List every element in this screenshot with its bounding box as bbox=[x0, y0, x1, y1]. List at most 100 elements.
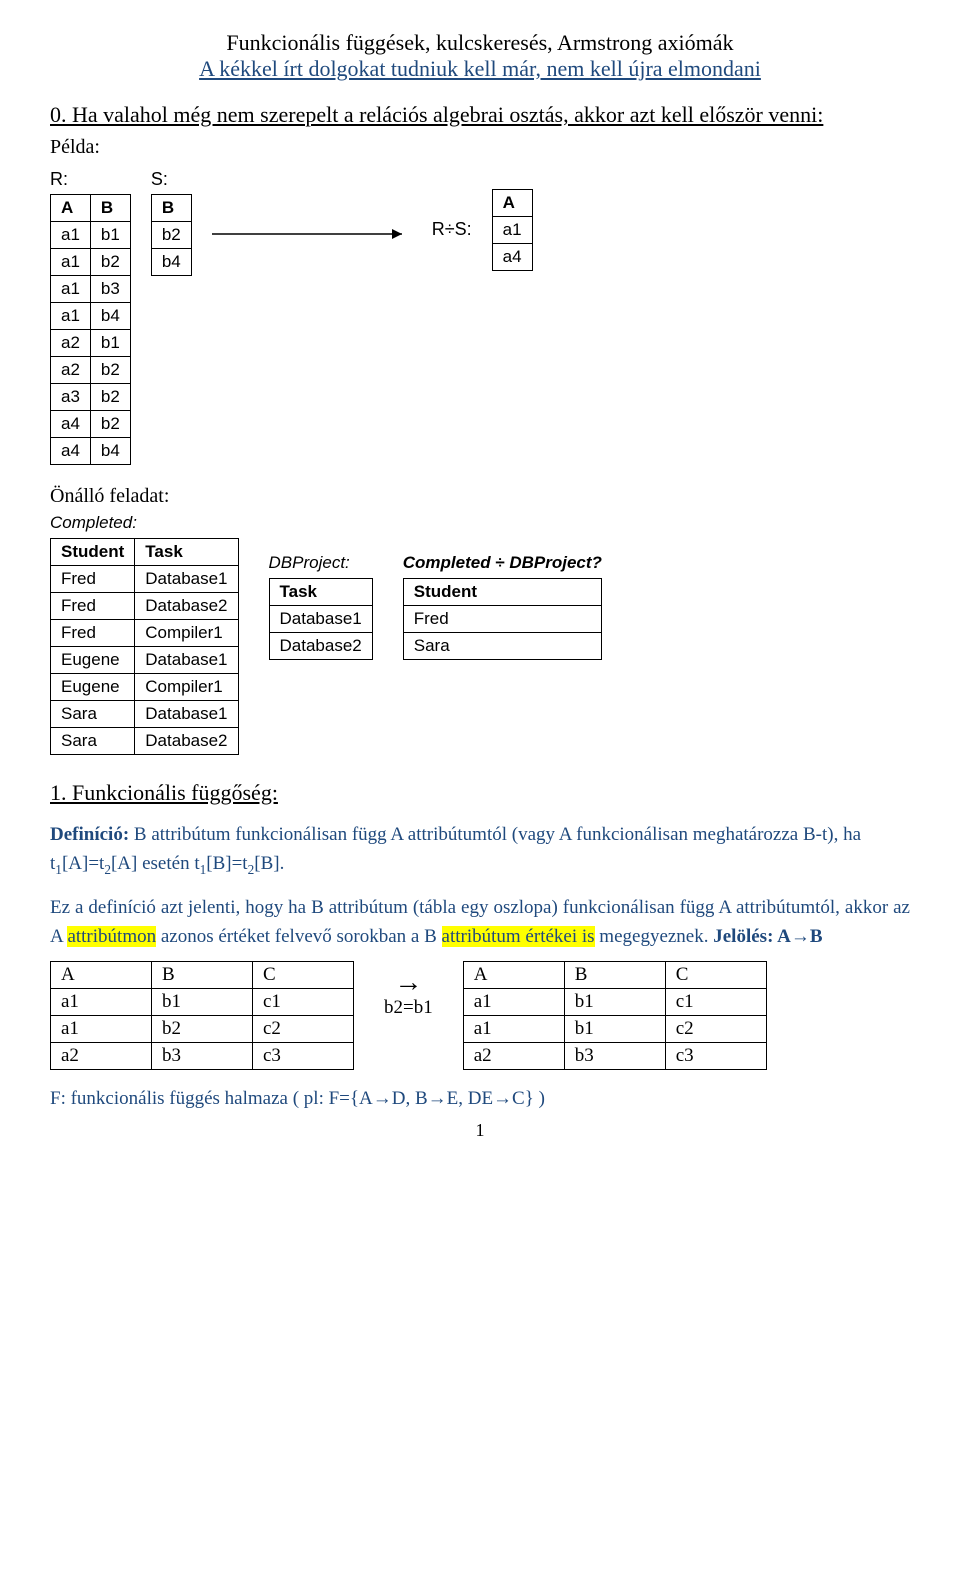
label-dbproject: DBProject: bbox=[269, 553, 373, 573]
td: a1 bbox=[463, 1016, 564, 1043]
td: Eugene bbox=[51, 647, 135, 674]
td: b1 bbox=[90, 330, 130, 357]
th: Task bbox=[135, 539, 238, 566]
td: Fred bbox=[51, 593, 135, 620]
highlight-2: attribútum értékei is bbox=[442, 926, 595, 947]
th: Student bbox=[51, 539, 135, 566]
definition-text: Definíció: B attribútum funkcionálisan f… bbox=[50, 821, 910, 879]
col-s: S: B b2 b4 bbox=[151, 169, 192, 276]
title-line-1: Funkcionális függések, kulcskeresés, Arm… bbox=[50, 30, 910, 56]
td: c2 bbox=[253, 1016, 354, 1043]
td: b4 bbox=[90, 303, 130, 330]
td: c1 bbox=[665, 989, 766, 1016]
th: A bbox=[51, 962, 152, 989]
jelloles: Jelölés: A→B bbox=[713, 926, 822, 947]
exp-p3: megegyeznek. bbox=[595, 926, 714, 947]
td: a1 bbox=[51, 222, 91, 249]
td: b4 bbox=[151, 249, 191, 276]
td: a1 bbox=[492, 217, 532, 244]
td: Database2 bbox=[135, 728, 238, 755]
footer-line: F: funkcionális függés halmaza ( pl: F={… bbox=[50, 1088, 910, 1110]
def-t2: [A]=t bbox=[62, 853, 104, 874]
td: c3 bbox=[665, 1043, 766, 1070]
label-onallo: Önálló feladat: bbox=[50, 485, 910, 508]
td: b3 bbox=[152, 1043, 253, 1070]
td: Database2 bbox=[269, 633, 372, 660]
td: Sara bbox=[51, 701, 135, 728]
col-r: R: AB a1b1 a1b2 a1b3 a1b4 a2b1 a2b2 a3b2… bbox=[50, 169, 131, 465]
td: c3 bbox=[253, 1043, 354, 1070]
td: a4 bbox=[492, 244, 532, 271]
th: A bbox=[492, 190, 532, 217]
td: Database1 bbox=[269, 606, 372, 633]
heading-one: 1. Funkcionális függőség: bbox=[50, 780, 910, 806]
th: B bbox=[90, 195, 130, 222]
td: a1 bbox=[51, 276, 91, 303]
td: b3 bbox=[564, 1043, 665, 1070]
td: a2 bbox=[51, 1043, 152, 1070]
th: B bbox=[152, 962, 253, 989]
td: a1 bbox=[463, 989, 564, 1016]
td: Sara bbox=[403, 633, 601, 660]
th: Task bbox=[269, 579, 372, 606]
completed-row: Completed: StudentTask FredDatabase1 Fre… bbox=[50, 513, 910, 755]
td: b4 bbox=[90, 438, 130, 465]
highlight-1: attribútmon bbox=[67, 926, 156, 947]
td: a4 bbox=[51, 438, 91, 465]
table-s: B b2 b4 bbox=[151, 194, 192, 276]
td: a1 bbox=[51, 1016, 152, 1043]
td: b1 bbox=[90, 222, 130, 249]
td: a2 bbox=[51, 330, 91, 357]
comparison-row: ABC a1b1c1 a1b2c2 a2b3c3 → b2=b1 ABC a1b… bbox=[50, 961, 910, 1070]
label-completed: Completed: bbox=[50, 513, 239, 533]
th: C bbox=[665, 962, 766, 989]
td: b2 bbox=[90, 411, 130, 438]
arrow-icon: → bbox=[394, 969, 422, 997]
th: Student bbox=[403, 579, 601, 606]
exp-p2: azonos értéket felvevő sorokban a B bbox=[156, 926, 441, 947]
label-resultlabel: Completed ÷ DBProject? bbox=[403, 553, 602, 573]
table-dbproject: Task Database1 Database2 bbox=[269, 578, 373, 660]
table-r: AB a1b1 a1b2 a1b3 a1b4 a2b1 a2b2 a3b2 a4… bbox=[50, 194, 131, 465]
title-line-2: A kékkel írt dolgokat tudniuk kell már, … bbox=[50, 56, 910, 82]
td: b2 bbox=[151, 222, 191, 249]
td: Fred bbox=[51, 566, 135, 593]
td: Database1 bbox=[135, 701, 238, 728]
sub: 2 bbox=[104, 861, 111, 876]
table-resultstudent: Student Fred Sara bbox=[403, 578, 602, 660]
table-right: ABC a1b1c1 a1b1c2 a2b3c3 bbox=[463, 961, 767, 1070]
td: Eugene bbox=[51, 674, 135, 701]
th: A bbox=[51, 195, 91, 222]
td: Fred bbox=[403, 606, 601, 633]
col-dbproject: DBProject: Task Database1 Database2 bbox=[269, 553, 373, 660]
td: Sara bbox=[51, 728, 135, 755]
def-t4: [B]=t bbox=[206, 853, 247, 874]
td: c2 bbox=[665, 1016, 766, 1043]
td: b1 bbox=[564, 989, 665, 1016]
table-left: ABC a1b1c1 a1b2c2 a2b3c3 bbox=[50, 961, 354, 1070]
td: Database2 bbox=[135, 593, 238, 620]
label-pelda: Példa: bbox=[50, 136, 910, 159]
td: a4 bbox=[51, 411, 91, 438]
arrow-eq: b2=b1 bbox=[384, 997, 433, 1019]
th: A bbox=[463, 962, 564, 989]
td: Fred bbox=[51, 620, 135, 647]
def-label: Definíció: bbox=[50, 824, 129, 845]
heading-zero: 0. Ha valahol még nem szerepelt a reláci… bbox=[50, 102, 910, 128]
arrow-right-icon bbox=[212, 219, 412, 249]
def-t5: [B]. bbox=[254, 853, 284, 874]
page-number: 1 bbox=[50, 1120, 910, 1141]
td: a2 bbox=[463, 1043, 564, 1070]
td: b3 bbox=[90, 276, 130, 303]
th: B bbox=[564, 962, 665, 989]
col-completed: Completed: StudentTask Fred Database1 Fre… bbox=[50, 513, 239, 755]
td: b2 bbox=[152, 1016, 253, 1043]
td: b1 bbox=[564, 1016, 665, 1043]
td: c1 bbox=[253, 989, 354, 1016]
td: b2 bbox=[90, 249, 130, 276]
td: b2 bbox=[90, 384, 130, 411]
th: B bbox=[151, 195, 191, 222]
label-r: R: bbox=[50, 169, 131, 190]
middle-arrow: → b2=b1 bbox=[384, 969, 433, 1019]
td: b1 bbox=[152, 989, 253, 1016]
